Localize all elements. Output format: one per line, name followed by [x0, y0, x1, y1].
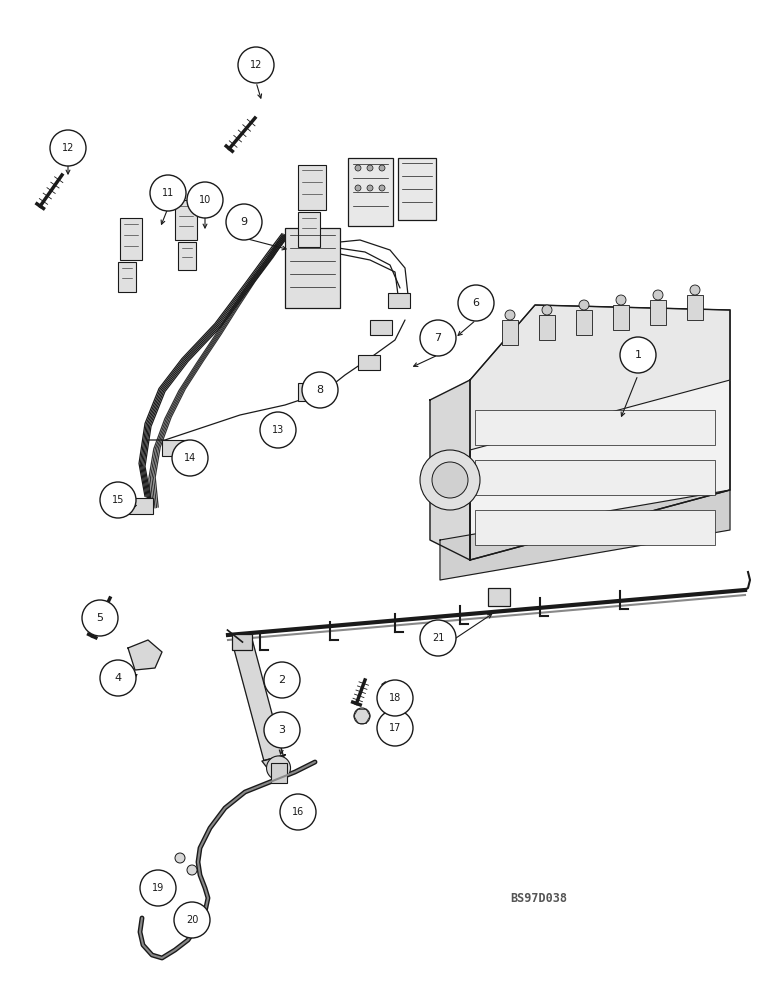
Bar	[118, 262, 136, 292]
Text: 13: 13	[272, 425, 284, 435]
Circle shape	[50, 130, 86, 166]
Circle shape	[172, 440, 208, 476]
Text: 7: 7	[435, 333, 442, 343]
Bar	[120, 218, 142, 260]
Circle shape	[377, 710, 413, 746]
Text: 4: 4	[114, 673, 121, 683]
Text: 19: 19	[152, 883, 164, 893]
Bar	[687, 295, 703, 320]
Text: 3: 3	[279, 725, 286, 735]
Circle shape	[505, 310, 515, 320]
Bar	[298, 212, 320, 247]
Circle shape	[264, 662, 300, 698]
Circle shape	[266, 756, 290, 780]
Bar	[576, 310, 592, 335]
Circle shape	[174, 902, 210, 938]
Bar	[162, 440, 187, 456]
Circle shape	[420, 320, 456, 356]
Circle shape	[432, 462, 468, 498]
Circle shape	[302, 372, 338, 408]
Bar	[285, 228, 340, 308]
Circle shape	[355, 165, 361, 171]
Bar	[388, 293, 410, 308]
Text: 16: 16	[292, 807, 304, 817]
Circle shape	[653, 290, 663, 300]
Circle shape	[82, 600, 118, 636]
Circle shape	[175, 853, 185, 863]
Text: 1: 1	[635, 350, 642, 360]
Polygon shape	[233, 639, 283, 761]
Circle shape	[100, 482, 136, 518]
Circle shape	[260, 412, 296, 448]
Bar	[270, 763, 286, 783]
Polygon shape	[430, 380, 470, 560]
Bar	[613, 305, 629, 330]
Text: 2: 2	[279, 675, 286, 685]
Circle shape	[354, 708, 370, 724]
Text: 14: 14	[184, 453, 196, 463]
Circle shape	[620, 337, 656, 373]
Polygon shape	[470, 310, 730, 560]
Circle shape	[367, 165, 373, 171]
Circle shape	[420, 450, 480, 510]
Bar	[298, 165, 326, 210]
Circle shape	[100, 660, 136, 696]
Bar	[175, 200, 197, 240]
Circle shape	[264, 712, 300, 748]
Circle shape	[187, 865, 197, 875]
Text: 18: 18	[389, 693, 401, 703]
Bar	[502, 320, 518, 345]
Circle shape	[140, 870, 176, 906]
Bar	[475, 510, 715, 545]
Bar	[370, 320, 392, 335]
Text: 12: 12	[62, 143, 74, 153]
Bar	[650, 300, 666, 325]
Circle shape	[616, 295, 626, 305]
Bar	[178, 242, 196, 270]
Circle shape	[542, 305, 552, 315]
Polygon shape	[440, 490, 730, 580]
Text: 20: 20	[186, 915, 198, 925]
Polygon shape	[262, 755, 285, 770]
Polygon shape	[128, 640, 162, 670]
Text: 6: 6	[472, 298, 479, 308]
Text: BS97D038: BS97D038	[510, 892, 567, 904]
Bar	[358, 355, 380, 370]
Bar	[128, 498, 153, 514]
Bar	[475, 410, 715, 445]
Circle shape	[238, 47, 274, 83]
Circle shape	[379, 185, 385, 191]
Circle shape	[579, 300, 589, 310]
Circle shape	[367, 185, 373, 191]
Circle shape	[226, 204, 262, 240]
Text: 15: 15	[112, 495, 124, 505]
Circle shape	[150, 175, 186, 211]
Text: 17: 17	[389, 723, 401, 733]
Text: 21: 21	[432, 633, 444, 643]
Circle shape	[690, 285, 700, 295]
Circle shape	[377, 680, 413, 716]
Text: 12: 12	[250, 60, 262, 70]
Polygon shape	[470, 305, 730, 450]
Text: 10: 10	[199, 195, 211, 205]
Circle shape	[355, 185, 361, 191]
Text: 5: 5	[96, 613, 103, 623]
Bar	[232, 634, 252, 650]
Bar	[348, 158, 393, 226]
Bar	[475, 460, 715, 495]
Circle shape	[280, 794, 316, 830]
Circle shape	[458, 285, 494, 321]
Text: 9: 9	[240, 217, 248, 227]
Bar	[539, 315, 555, 340]
Circle shape	[187, 182, 223, 218]
Text: 11: 11	[162, 188, 174, 198]
Bar	[398, 158, 436, 220]
Bar	[488, 588, 510, 606]
Circle shape	[420, 620, 456, 656]
Text: 8: 8	[317, 385, 323, 395]
Circle shape	[379, 165, 385, 171]
Bar	[298, 383, 326, 401]
